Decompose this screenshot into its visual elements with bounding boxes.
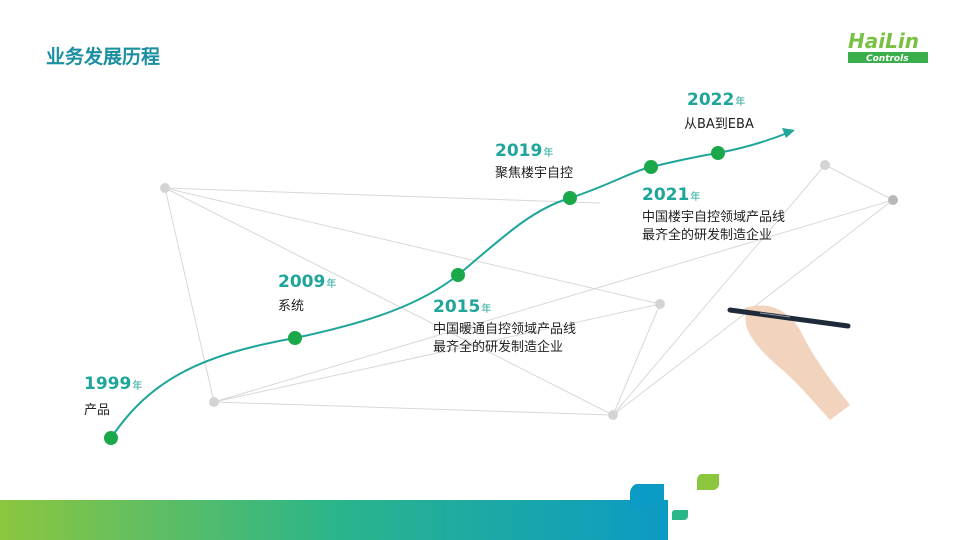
- milestone-desc: 聚焦楼宇自控: [495, 166, 574, 181]
- year-unit: 年: [481, 304, 492, 315]
- milestone-year: 2021: [642, 185, 690, 205]
- dot-2009: [288, 331, 302, 345]
- year-unit: 年: [132, 381, 143, 392]
- milestone-year: 2015: [433, 297, 481, 317]
- milestone-year: 2019: [495, 141, 543, 161]
- milestone-desc: 产品: [84, 403, 111, 418]
- decor-square-green: [696, 474, 719, 490]
- milestone-2022: 2022年 从BA到EBA: [684, 90, 754, 134]
- milestone-2015: 2015年 中国暖通自控领域产品线 最齐全的研发制造企业: [433, 297, 576, 357]
- svg-text:Controls: Controls: [866, 54, 909, 64]
- milestone-2019: 2019年 聚焦楼宇自控: [495, 141, 573, 183]
- arrow-head-icon: [782, 128, 795, 138]
- hand-with-pen-icon: [727, 305, 851, 420]
- milestone-desc: 最齐全的研发制造企业: [433, 340, 564, 355]
- network-nodes: [160, 160, 898, 420]
- timeline-curve: [110, 131, 791, 439]
- milestone-1999: 1999年 产品: [84, 374, 142, 420]
- network-lines: [164, 164, 894, 416]
- milestone-year: 2009: [278, 272, 326, 292]
- svg-text:HaiLin: HaiLin: [848, 29, 919, 53]
- dot-2015: [451, 268, 465, 282]
- milestone-desc: 中国楼宇自控领域产品线: [642, 210, 786, 225]
- dot-2021: [644, 160, 658, 174]
- year-unit: 年: [543, 148, 554, 159]
- dot-1999: [104, 431, 118, 445]
- milestone-year: 1999: [84, 374, 132, 394]
- year-unit: 年: [690, 192, 701, 203]
- milestone-desc: 系统: [278, 299, 305, 314]
- bottom-band: [0, 500, 668, 540]
- year-unit: 年: [326, 279, 337, 290]
- milestone-desc: 中国暖通自控领域产品线: [433, 322, 577, 337]
- page-title: 业务发展历程: [46, 46, 161, 68]
- timeline-dots: [104, 146, 725, 445]
- decor-square-blue: [629, 484, 664, 510]
- year-unit: 年: [735, 97, 746, 108]
- hailin-logo: HaiLin Controls: [846, 26, 930, 66]
- milestone-desc: 最齐全的研发制造企业: [642, 228, 773, 243]
- decor-square-teal: [671, 510, 688, 520]
- milestone-desc: 从BA到EBA: [684, 117, 754, 132]
- milestone-2021: 2021年 中国楼宇自控领域产品线 最齐全的研发制造企业: [642, 185, 785, 245]
- milestone-year: 2022: [687, 90, 735, 110]
- dot-2019: [563, 191, 577, 205]
- dot-2022: [711, 146, 725, 160]
- milestone-2009: 2009年 系统: [278, 272, 336, 316]
